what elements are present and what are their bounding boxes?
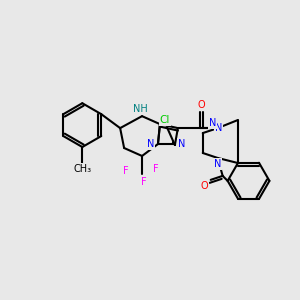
Text: N: N [178, 139, 185, 149]
Text: F: F [141, 177, 147, 187]
Text: N: N [215, 123, 222, 133]
Text: Cl: Cl [160, 115, 170, 125]
Text: O: O [201, 181, 208, 191]
Text: N: N [214, 159, 221, 169]
Text: NH: NH [133, 104, 147, 114]
Text: N: N [147, 139, 155, 149]
Text: O: O [198, 100, 206, 110]
Text: F: F [123, 166, 129, 176]
Text: F: F [153, 164, 159, 174]
Text: N: N [209, 118, 216, 128]
Text: CH₃: CH₃ [73, 164, 92, 174]
